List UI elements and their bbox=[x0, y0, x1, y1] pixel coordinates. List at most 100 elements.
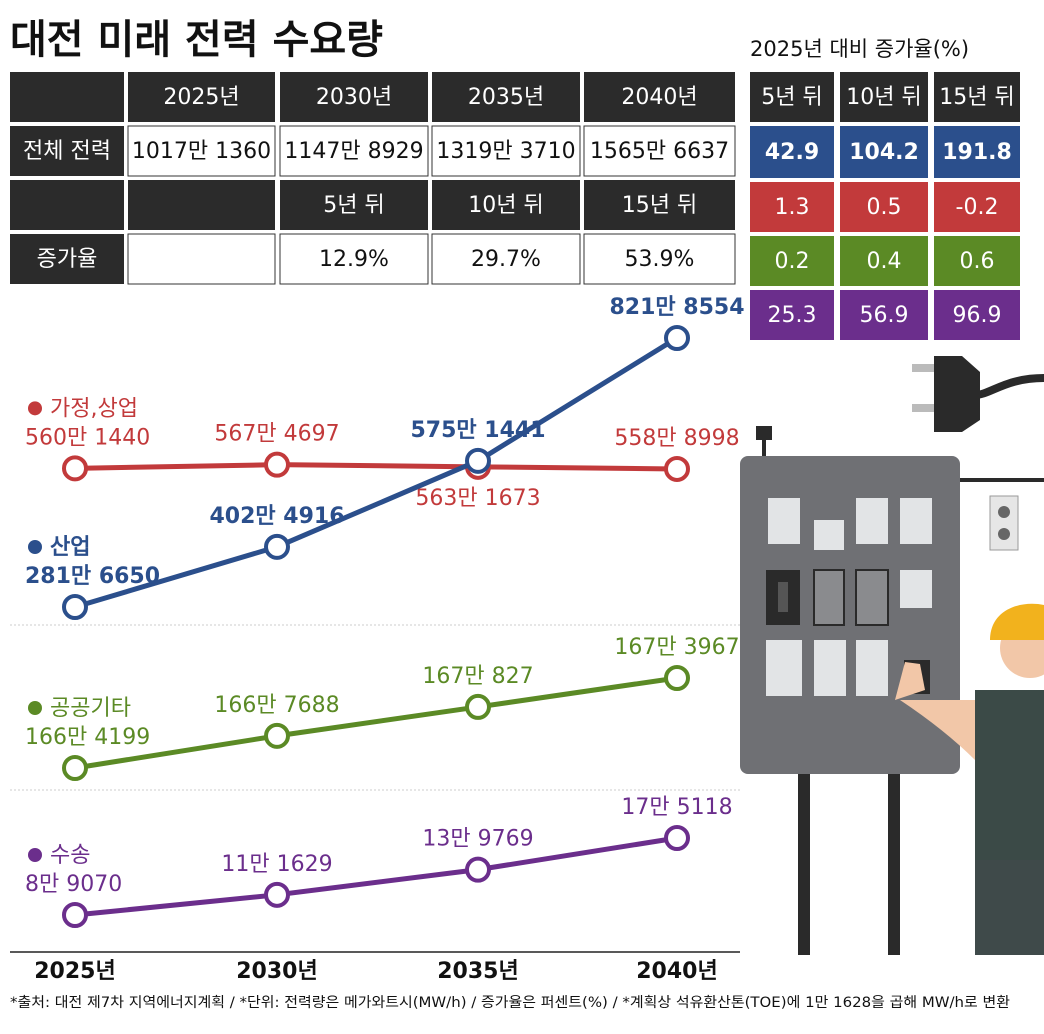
growth-header: 10년 뒤 bbox=[846, 85, 921, 110]
value-label: 821만 8554 bbox=[609, 295, 744, 320]
growth-value: 56.9 bbox=[860, 303, 909, 328]
data-point bbox=[62, 594, 88, 620]
value-label: 402만 4916 bbox=[209, 504, 344, 529]
data-point bbox=[465, 856, 491, 883]
table-text: 2035년 bbox=[468, 85, 544, 110]
growth-cell bbox=[840, 126, 928, 178]
table-text: 증가율 bbox=[37, 247, 98, 272]
value-label: 167만 827 bbox=[422, 664, 533, 689]
table-text: 12.9% bbox=[319, 247, 389, 272]
data-point bbox=[664, 325, 690, 351]
growth-cell bbox=[840, 182, 928, 232]
value-label: 11만 1629 bbox=[221, 852, 332, 877]
value-label: 281만 6650 bbox=[25, 564, 160, 589]
growth-cell bbox=[840, 236, 928, 286]
table-cell bbox=[10, 234, 124, 284]
value-label: 8만 9070 bbox=[25, 872, 122, 897]
growth-header-cell bbox=[750, 72, 834, 122]
growth-header: 5년 뒤 bbox=[761, 85, 822, 110]
growth-cell bbox=[750, 126, 834, 178]
value-label: 166만 7688 bbox=[214, 693, 339, 718]
x-tick-label: 2025년 bbox=[34, 959, 115, 984]
value-label: 567만 4697 bbox=[214, 422, 339, 447]
growth-title: 2025년 대비 증가율(%) bbox=[750, 37, 969, 61]
data-point bbox=[62, 755, 88, 781]
table-cell bbox=[431, 233, 581, 285]
legend-marker bbox=[28, 848, 42, 862]
table-cell bbox=[584, 72, 735, 122]
data-point bbox=[664, 455, 690, 482]
data-point bbox=[264, 451, 290, 478]
table-cell bbox=[279, 125, 429, 177]
table-cell bbox=[128, 180, 275, 230]
table-cell bbox=[431, 125, 581, 177]
value-label: 563만 1673 bbox=[415, 486, 540, 511]
table-text: 1319만 3710 bbox=[436, 139, 575, 164]
growth-value: 96.9 bbox=[953, 303, 1002, 328]
table-cell bbox=[279, 233, 429, 285]
legend-marker bbox=[28, 401, 42, 416]
table-cell bbox=[128, 72, 275, 122]
series-line bbox=[74, 335, 679, 610]
table-text: 2040년 bbox=[621, 85, 697, 110]
table-cell bbox=[432, 72, 580, 122]
growth-cell bbox=[934, 236, 1020, 286]
table-cell bbox=[583, 125, 736, 177]
value-label: 558만 8998 bbox=[614, 426, 739, 451]
growth-value: 1.3 bbox=[775, 195, 810, 220]
table-text: 2025년 bbox=[163, 85, 239, 110]
data-point bbox=[465, 693, 491, 720]
data-point bbox=[62, 455, 88, 482]
table-text: 전체 전력 bbox=[23, 139, 111, 164]
series-line bbox=[74, 835, 678, 918]
growth-header-cell bbox=[840, 72, 928, 122]
growth-cell bbox=[934, 182, 1020, 232]
value-label: 17만 5118 bbox=[621, 795, 732, 820]
table-text: 1017만 1360 bbox=[132, 139, 271, 164]
growth-value: -0.2 bbox=[956, 195, 999, 220]
data-point bbox=[664, 665, 690, 691]
table-text: 53.9% bbox=[625, 247, 695, 272]
growth-cell bbox=[934, 290, 1020, 340]
growth-cell bbox=[750, 182, 834, 232]
growth-header-cell bbox=[934, 72, 1020, 122]
value-label: 575만 1441 bbox=[410, 418, 545, 443]
table-cell bbox=[10, 72, 124, 122]
x-tick-label: 2035년 bbox=[437, 959, 518, 984]
value-label: 560만 1440 bbox=[25, 425, 150, 450]
x-tick-label: 2040년 bbox=[636, 959, 717, 984]
value-label: 167만 3967 bbox=[614, 635, 739, 660]
table-text: 5년 뒤 bbox=[323, 193, 384, 218]
legend-label: 산업 bbox=[50, 535, 90, 560]
growth-cell bbox=[934, 126, 1020, 178]
table-cell bbox=[432, 180, 580, 230]
growth-header: 15년 뒤 bbox=[939, 85, 1014, 110]
data-point bbox=[264, 722, 290, 749]
growth-cell bbox=[750, 236, 834, 286]
table-text: 1147만 8929 bbox=[284, 139, 423, 164]
growth-value: 42.9 bbox=[765, 140, 819, 165]
table-cell bbox=[127, 125, 276, 177]
growth-cell bbox=[840, 290, 928, 340]
table-cell bbox=[280, 180, 428, 230]
data-point bbox=[62, 902, 88, 928]
table-cell bbox=[10, 126, 124, 176]
growth-value: 0.2 bbox=[775, 249, 810, 274]
value-label: 166만 4199 bbox=[25, 725, 150, 750]
legend-label: 가정,상업 bbox=[50, 396, 138, 421]
data-point bbox=[264, 881, 290, 908]
table-cell bbox=[127, 233, 276, 285]
growth-value: 0.5 bbox=[867, 195, 902, 220]
table-cell bbox=[583, 233, 736, 285]
x-tick-label: 2030년 bbox=[236, 959, 317, 984]
source-note: *출처: 대전 제7차 지역에너지계획 / *단위: 전력량은 메가와트시(MW… bbox=[10, 995, 1010, 1011]
legend-marker bbox=[28, 540, 42, 554]
growth-cell bbox=[750, 290, 834, 340]
legend-marker bbox=[28, 701, 42, 715]
table-cell bbox=[10, 180, 124, 230]
table-text: 2030년 bbox=[316, 85, 392, 110]
table-text: 15년 뒤 bbox=[622, 193, 697, 218]
series-line bbox=[74, 462, 678, 472]
legend-label: 수송 bbox=[50, 843, 90, 868]
